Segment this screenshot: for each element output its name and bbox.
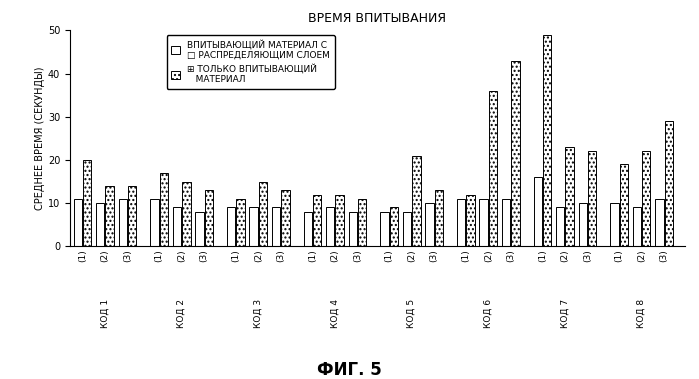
Bar [655,199,663,246]
Y-axis label: СРЕДНЕЕ ВРЕМЯ (СЕКУНДЫ): СРЕДНЕЕ ВРЕМЯ (СЕКУНДЫ) [35,67,45,210]
Text: КОД 5: КОД 5 [407,299,416,328]
Bar [642,151,651,246]
Bar [489,91,497,246]
Bar [412,156,421,246]
Bar [389,207,398,246]
Text: ФИГ. 5: ФИГ. 5 [317,361,382,379]
Bar [106,186,114,246]
Bar [358,199,366,246]
Bar [96,203,104,246]
Text: КОД 7: КОД 7 [561,299,570,328]
Bar [272,207,280,246]
Bar [403,212,411,246]
Bar [588,151,596,246]
Bar [633,207,641,246]
Bar [250,207,258,246]
Bar [556,207,564,246]
Bar [227,207,236,246]
Bar [610,203,619,246]
Bar [565,147,574,246]
Bar [543,34,552,246]
Bar [511,61,519,246]
Bar [665,121,673,246]
Text: КОД 1: КОД 1 [101,299,110,328]
Bar [150,199,159,246]
Bar [313,194,322,246]
Bar [502,199,510,246]
Bar [349,212,357,246]
Bar [303,212,312,246]
Bar [466,194,475,246]
Bar [435,190,443,246]
Bar [205,190,213,246]
Bar [380,212,389,246]
Legend: ВПИТЫВАЮЩИЙ МАТЕРИАЛ С
□ РАСПРЕДЕЛЯЮЩИМ СЛОЕМ, ⊞ ТОЛЬКО ВПИТЫВАЮЩИЙ
   МАТЕРИАЛ: ВПИТЫВАЮЩИЙ МАТЕРИАЛ С □ РАСПРЕДЕЛЯЮЩИМ … [166,35,335,89]
Bar [128,186,136,246]
Bar [579,203,587,246]
Bar [119,199,127,246]
Title: ВРЕМЯ ВПИТЫВАНИЯ: ВРЕМЯ ВПИТЫВАНИЯ [308,12,447,25]
Bar [236,199,245,246]
Bar [73,199,82,246]
Bar [182,182,191,246]
Text: КОД 3: КОД 3 [254,299,263,328]
Bar [425,203,433,246]
Text: КОД 4: КОД 4 [331,299,340,328]
Bar [83,160,92,246]
Bar [159,173,168,246]
Bar [281,190,289,246]
Bar [533,177,542,246]
Bar [619,164,628,246]
Bar [259,182,267,246]
Bar [195,212,203,246]
Bar [457,199,466,246]
Text: КОД 8: КОД 8 [637,299,646,328]
Bar [173,207,181,246]
Bar [326,207,334,246]
Text: КОД 6: КОД 6 [484,299,493,328]
Bar [480,199,488,246]
Bar [336,194,344,246]
Text: КОД 2: КОД 2 [177,299,186,328]
